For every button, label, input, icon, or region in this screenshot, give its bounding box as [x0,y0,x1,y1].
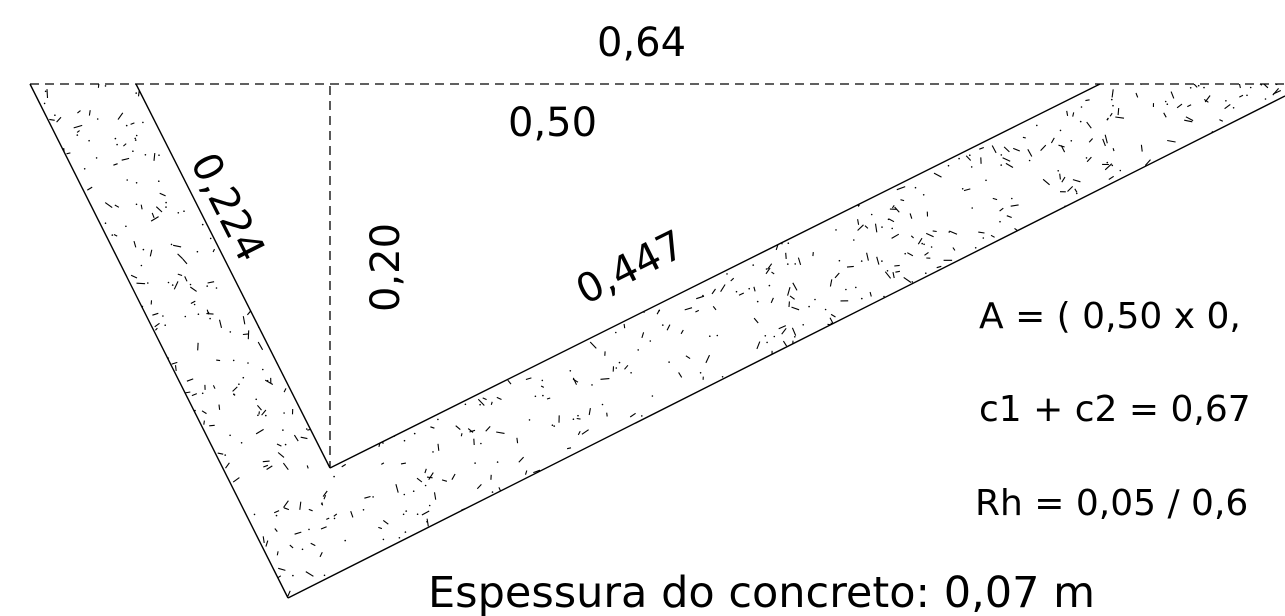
depth-label: 0,20 [363,223,409,312]
water-width-label: 0,50 [508,100,597,146]
inner-right-wall [329,83,1101,469]
concrete-lining-outline [30,84,1285,598]
concrete-thickness-note: Espessura do concreto: 0,07 m [428,568,1095,616]
hydraulic-radius-formula: Rh = 0,05 / 0,6 [975,483,1248,524]
reference-lines [30,83,1285,468]
area-formula: A = ( 0,50 x 0, [979,296,1241,337]
outer-left-wall [29,83,289,599]
channel-outlines [29,83,1285,599]
inner-left-wall [135,83,331,469]
perimeter-formula: c1 + c2 = 0,67 [979,389,1251,430]
top-width-label: 0,64 [597,20,686,66]
outer-right-wall [287,95,1285,599]
